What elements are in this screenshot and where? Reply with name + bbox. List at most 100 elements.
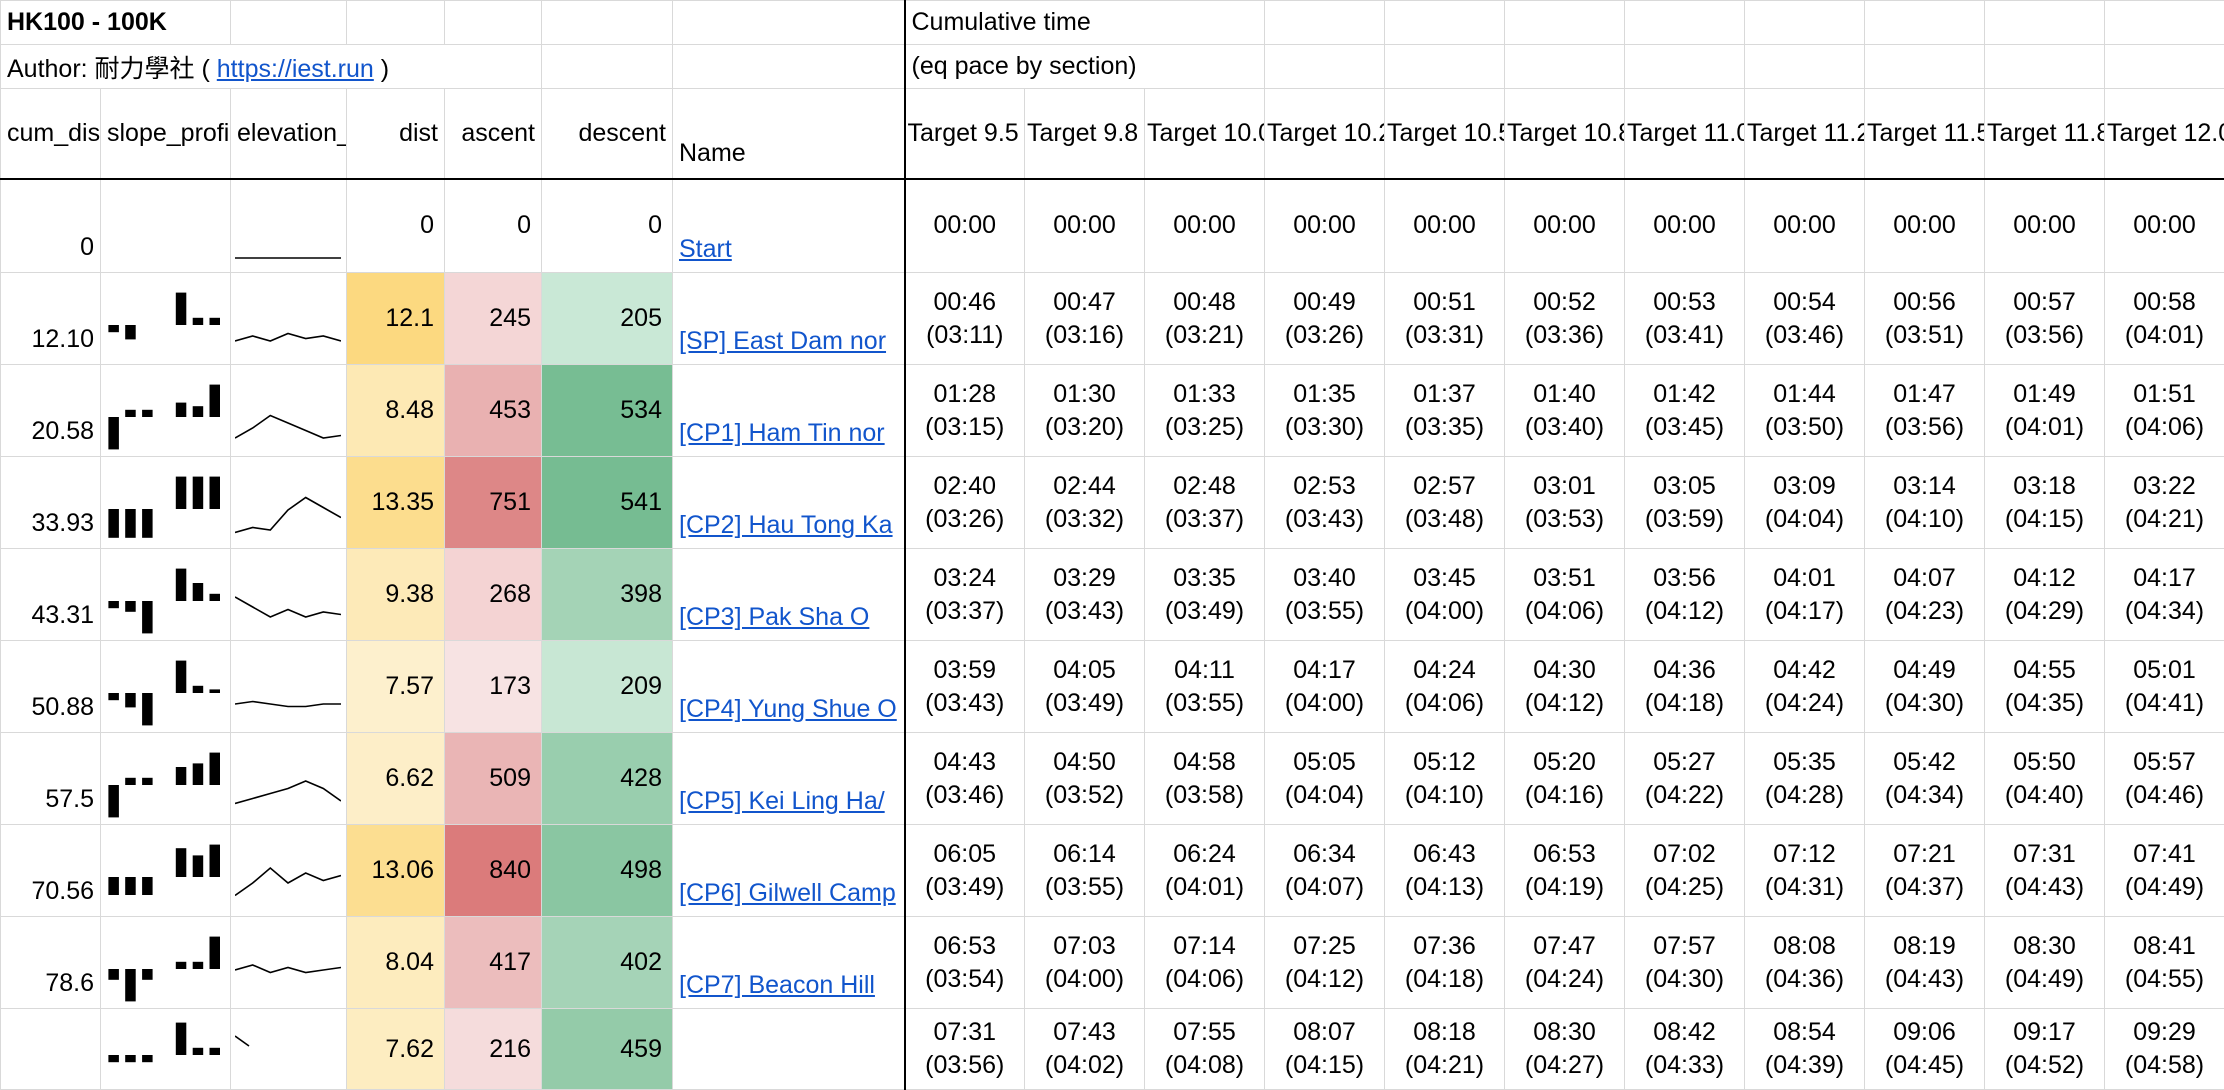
target-time-cell[interactable]: 08:08(04:36)	[1745, 917, 1865, 1009]
target-time-cell[interactable]: 00:54(03:46)	[1745, 273, 1865, 365]
cum-dist-cell[interactable]: 57.5	[1, 733, 101, 825]
ascent-cell[interactable]: 840	[445, 825, 542, 917]
header-target-10[interactable]: Target 12.0 Hr	[2105, 89, 2224, 179]
target-time-cell[interactable]: 00:47(03:16)	[1025, 273, 1145, 365]
target-time-cell[interactable]: 04:07(04:23)	[1865, 549, 1985, 641]
cum-dist-cell[interactable]	[1, 1009, 101, 1090]
checkpoint-link[interactable]: [CP2] Hau Tong Ka	[679, 511, 893, 539]
slope-profile-cell[interactable]	[101, 1009, 231, 1090]
cell[interactable]	[1985, 1, 2105, 45]
ascent-cell[interactable]: 0	[445, 179, 542, 273]
target-time-cell[interactable]: 05:42(04:34)	[1865, 733, 1985, 825]
descent-cell[interactable]: 0	[542, 179, 673, 273]
target-time-cell[interactable]: 07:43(04:02)	[1025, 1009, 1145, 1090]
dist-cell[interactable]: 0	[347, 179, 445, 273]
checkpoint-name-cell[interactable]: [SP] East Dam nor	[673, 273, 905, 365]
cell[interactable]	[2105, 45, 2224, 89]
target-time-cell[interactable]: 04:01(04:17)	[1745, 549, 1865, 641]
descent-cell[interactable]: 209	[542, 641, 673, 733]
header-target-9[interactable]: Target 11.8 Hr	[1985, 89, 2105, 179]
header-target-5[interactable]: Target 10.8 Hr	[1505, 89, 1625, 179]
target-time-cell[interactable]: 01:40(03:40)	[1505, 365, 1625, 457]
target-time-cell[interactable]: 02:48(03:37)	[1145, 457, 1265, 549]
target-time-cell[interactable]: 05:27(04:22)	[1625, 733, 1745, 825]
cum-dist-cell[interactable]: 0	[1, 179, 101, 273]
checkpoint-link[interactable]: [SP] East Dam nor	[679, 327, 886, 355]
header-target-0[interactable]: Target 9.5 Hr	[905, 89, 1025, 179]
target-time-cell[interactable]: 05:12(04:10)	[1385, 733, 1505, 825]
target-time-cell[interactable]: 00:00	[1985, 179, 2105, 273]
checkpoint-link[interactable]: [CP7] Beacon Hill	[679, 971, 875, 999]
target-time-cell[interactable]: 04:24(04:06)	[1385, 641, 1505, 733]
target-time-cell[interactable]: 04:50(03:52)	[1025, 733, 1145, 825]
slope-profile-cell[interactable]	[101, 825, 231, 917]
target-time-cell[interactable]: 08:30(04:49)	[1985, 917, 2105, 1009]
target-time-cell[interactable]: 03:14(04:10)	[1865, 457, 1985, 549]
header-target-4[interactable]: Target 10.5 Hr	[1385, 89, 1505, 179]
target-time-cell[interactable]: 03:29(03:43)	[1025, 549, 1145, 641]
descent-cell[interactable]: 398	[542, 549, 673, 641]
target-time-cell[interactable]: 01:42(03:45)	[1625, 365, 1745, 457]
ascent-cell[interactable]: 417	[445, 917, 542, 1009]
elevation-profile-cell[interactable]	[231, 365, 347, 457]
target-time-cell[interactable]: 07:14(04:06)	[1145, 917, 1265, 1009]
target-time-cell[interactable]: 04:11(03:55)	[1145, 641, 1265, 733]
descent-cell[interactable]: 428	[542, 733, 673, 825]
target-time-cell[interactable]: 03:05(03:59)	[1625, 457, 1745, 549]
target-time-cell[interactable]: 03:45(04:00)	[1385, 549, 1505, 641]
target-time-cell[interactable]: 08:19(04:43)	[1865, 917, 1985, 1009]
cell[interactable]	[673, 45, 905, 89]
checkpoint-name-cell[interactable]: Start	[673, 179, 905, 273]
target-time-cell[interactable]: 00:00	[1025, 179, 1145, 273]
checkpoint-link[interactable]: Start	[679, 235, 732, 263]
target-time-cell[interactable]: 00:51(03:31)	[1385, 273, 1505, 365]
header-target-7[interactable]: Target 11.2 Hr	[1745, 89, 1865, 179]
target-time-cell[interactable]: 07:12(04:31)	[1745, 825, 1865, 917]
ascent-cell[interactable]: 509	[445, 733, 542, 825]
checkpoint-name-cell[interactable]: [CP1] Ham Tin nor	[673, 365, 905, 457]
elevation-profile-cell[interactable]	[231, 273, 347, 365]
target-time-cell[interactable]: 01:33(03:25)	[1145, 365, 1265, 457]
target-time-cell[interactable]: 00:00	[1145, 179, 1265, 273]
descent-cell[interactable]: 459	[542, 1009, 673, 1090]
elevation-profile-cell[interactable]	[231, 917, 347, 1009]
target-time-cell[interactable]: 03:18(04:15)	[1985, 457, 2105, 549]
slope-profile-cell[interactable]	[101, 179, 231, 273]
checkpoint-link[interactable]: [CP6] Gilwell Camp	[679, 879, 896, 907]
dist-cell[interactable]: 9.38	[347, 549, 445, 641]
cell[interactable]	[1385, 45, 1505, 89]
target-time-cell[interactable]: 05:20(04:16)	[1505, 733, 1625, 825]
elevation-profile-cell[interactable]	[231, 549, 347, 641]
cum-dist-cell[interactable]: 43.31	[1, 549, 101, 641]
target-time-cell[interactable]: 00:49(03:26)	[1265, 273, 1385, 365]
dist-cell[interactable]: 7.57	[347, 641, 445, 733]
cum-dist-cell[interactable]: 20.58	[1, 365, 101, 457]
descent-cell[interactable]: 498	[542, 825, 673, 917]
header-target-6[interactable]: Target 11.0 Hr	[1625, 89, 1745, 179]
target-time-cell[interactable]: 00:48(03:21)	[1145, 273, 1265, 365]
target-time-cell[interactable]: 00:46(03:11)	[905, 273, 1025, 365]
target-time-cell[interactable]: 02:40(03:26)	[905, 457, 1025, 549]
header-name[interactable]: Name	[673, 89, 905, 179]
header-ascent[interactable]: ascent	[445, 89, 542, 179]
target-time-cell[interactable]: 03:59(03:43)	[905, 641, 1025, 733]
slope-profile-cell[interactable]	[101, 273, 231, 365]
target-time-cell[interactable]: 07:36(04:18)	[1385, 917, 1505, 1009]
cell[interactable]	[1865, 1, 1985, 45]
target-time-cell[interactable]: 06:05(03:49)	[905, 825, 1025, 917]
cell[interactable]	[231, 1, 347, 45]
slope-profile-cell[interactable]	[101, 733, 231, 825]
header-elevation-profile[interactable]: elevation_profile	[231, 89, 347, 179]
target-time-cell[interactable]: 07:31(03:56)	[905, 1009, 1025, 1090]
target-time-cell[interactable]: 06:53(03:54)	[905, 917, 1025, 1009]
target-time-cell[interactable]: 04:42(04:24)	[1745, 641, 1865, 733]
ascent-cell[interactable]: 173	[445, 641, 542, 733]
elevation-profile-cell[interactable]	[231, 825, 347, 917]
slope-profile-cell[interactable]	[101, 365, 231, 457]
cell[interactable]	[1505, 1, 1625, 45]
elevation-profile-cell[interactable]	[231, 179, 347, 273]
header-target-1[interactable]: Target 9.8 Hr	[1025, 89, 1145, 179]
target-time-cell[interactable]: 01:28(03:15)	[905, 365, 1025, 457]
dist-cell[interactable]: 13.35	[347, 457, 445, 549]
target-time-cell[interactable]: 06:43(04:13)	[1385, 825, 1505, 917]
